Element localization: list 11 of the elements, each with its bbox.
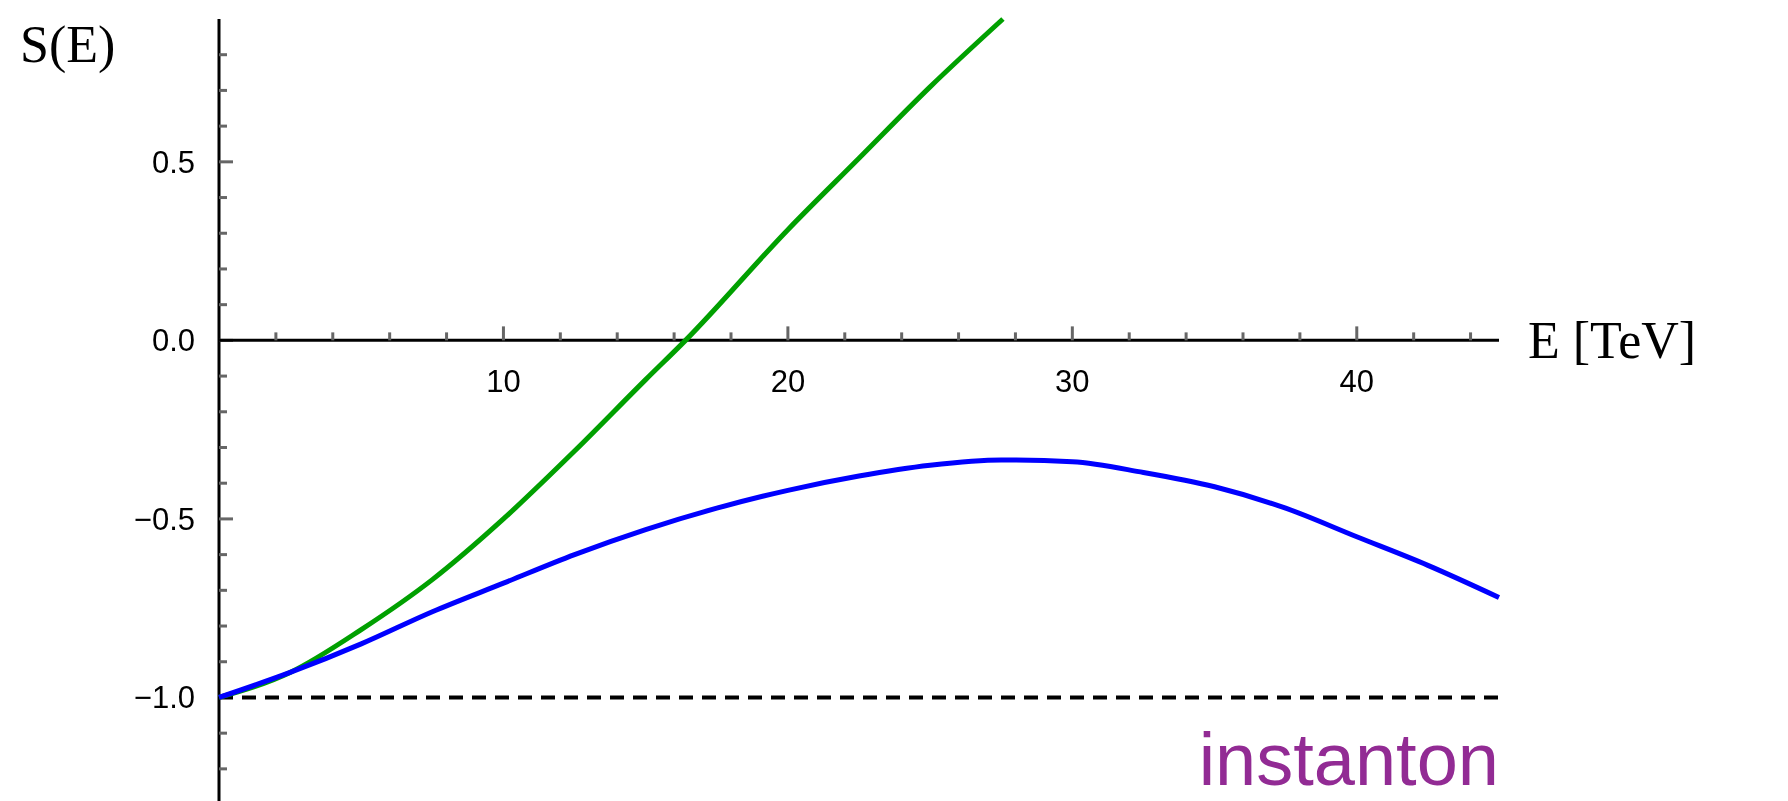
x-axis-title: E [TeV] bbox=[1528, 312, 1697, 370]
x-tick-label: 30 bbox=[1055, 364, 1090, 400]
x-tick-label: 10 bbox=[486, 364, 521, 400]
y-tick-label: 0.5 bbox=[151, 144, 195, 180]
x-tick-label: 20 bbox=[770, 364, 806, 400]
y-tick-label: −1.0 bbox=[133, 680, 195, 716]
ref-line-label: instanton bbox=[1198, 718, 1499, 801]
y-tick-label: 0.0 bbox=[151, 323, 195, 359]
y-axis-title: S(E) bbox=[20, 16, 116, 74]
x-tick-label: 40 bbox=[1339, 364, 1375, 400]
y-tick-label: −0.5 bbox=[133, 501, 195, 537]
